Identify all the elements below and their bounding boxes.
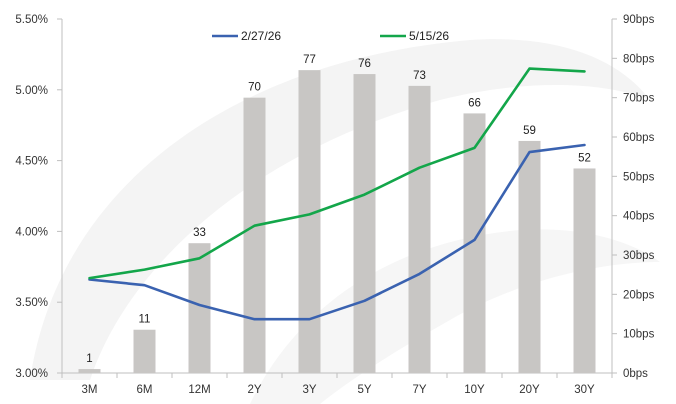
bar xyxy=(133,329,156,373)
x-axis-tick-label: 20Y xyxy=(519,384,540,396)
bar xyxy=(243,97,266,374)
x-axis-tick-label: 7Y xyxy=(412,384,426,396)
bar-data-label: 11 xyxy=(139,314,151,326)
x-axis-tick-label: 12M xyxy=(188,384,210,396)
bar xyxy=(353,74,376,374)
right-axis-tick-label: 60bps xyxy=(623,132,655,144)
axes: 3.00% 3.50% 4.00% 4.50% 5.00% 5.50% 0bps 10bps 2… xyxy=(15,14,654,396)
left-axis-tick-label: 5.00% xyxy=(15,85,48,97)
left-axis-tick-label: 3.00% xyxy=(15,368,48,380)
x-axis-tick-label: 6M xyxy=(137,384,153,396)
bar-data-label: 70 xyxy=(248,82,261,94)
right-axis-tick-label: 70bps xyxy=(623,93,655,105)
right-axis-tick-label: 20bps xyxy=(623,289,655,301)
right-axis-tick-label: 10bps xyxy=(623,329,655,341)
bar xyxy=(463,113,486,374)
left-axis-tick-label: 3.50% xyxy=(15,297,48,309)
bar-data-label: 59 xyxy=(523,125,536,137)
x-axis-tick-label: 2Y xyxy=(247,384,261,396)
right-axis-tick-label: 80bps xyxy=(623,53,655,65)
bar-data-label: 1 xyxy=(86,353,92,365)
bar-data-label: 77 xyxy=(303,54,316,66)
bar-data-label: 73 xyxy=(413,70,426,82)
right-axis-tick-label: 90bps xyxy=(623,14,655,26)
x-axis-tick-label: 3Y xyxy=(302,384,316,396)
bar xyxy=(188,243,211,373)
right-axis-tick-label: 50bps xyxy=(623,171,655,183)
legend-label: 5/15/26 xyxy=(409,29,449,43)
series-lines xyxy=(88,67,586,321)
bar xyxy=(298,70,321,373)
x-axis-tick-label: 30Y xyxy=(574,384,595,396)
legend-label: 2/27/26 xyxy=(241,29,281,43)
bar-data-label: 52 xyxy=(578,152,591,164)
bar xyxy=(408,85,431,373)
bars xyxy=(78,70,596,374)
bar xyxy=(573,168,596,373)
right-axis-tick-label: 0bps xyxy=(623,368,648,380)
bar-data-label: 76 xyxy=(358,58,371,70)
bar-data-label: 33 xyxy=(193,227,206,239)
x-axis-tick-label: 3M xyxy=(82,384,98,396)
bar xyxy=(78,369,101,373)
right-axis-tick-label: 30bps xyxy=(623,250,655,262)
legend: 2/27/26 5/15/26 xyxy=(212,29,449,43)
left-axis-tick-label: 4.50% xyxy=(15,156,48,168)
series-line xyxy=(88,67,586,280)
series-line xyxy=(88,143,586,321)
x-axis-tick-label: 10Y xyxy=(464,384,485,396)
watermark-swoosh xyxy=(30,39,660,404)
left-axis-tick-label: 4.00% xyxy=(15,226,48,238)
right-axis-tick-label: 40bps xyxy=(623,211,655,223)
left-axis-tick-label: 5.50% xyxy=(15,14,48,26)
bar xyxy=(518,140,541,373)
bar-data-label: 66 xyxy=(468,97,481,109)
x-axis-tick-label: 5Y xyxy=(357,384,371,396)
